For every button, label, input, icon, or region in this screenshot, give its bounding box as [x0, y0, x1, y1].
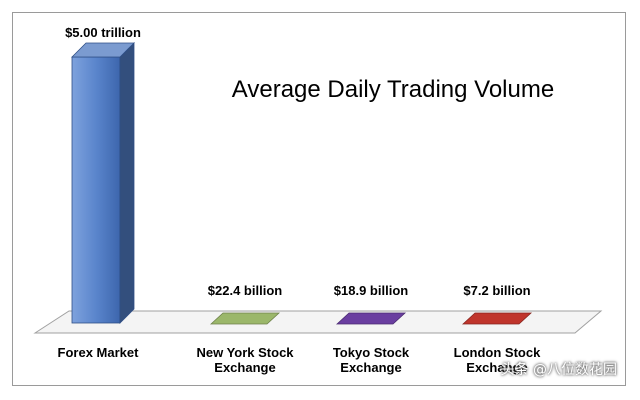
bar-top	[71, 42, 135, 58]
bar	[71, 42, 135, 324]
data-label: $18.9 billion	[334, 283, 408, 298]
data-label: $22.4 billion	[208, 283, 282, 298]
data-label: $7.2 billion	[463, 283, 530, 298]
chart-frame: $5.00 trillion Forex Market $22.4 billion N…	[12, 12, 626, 386]
bar	[461, 312, 533, 325]
bar-side	[119, 42, 135, 324]
category-label: New York Stock	[196, 345, 294, 360]
data-label: $5.00 trillion	[65, 25, 141, 40]
category-label: Exchange	[214, 360, 275, 375]
bar-flat	[335, 312, 407, 325]
category-label: Forex Market	[58, 345, 140, 360]
watermark: 头条 @八位数花园	[500, 362, 617, 378]
bar-chart: $5.00 trillion Forex Market $22.4 billion N…	[33, 25, 603, 375]
category-label: Exchange	[466, 360, 527, 375]
bar	[335, 312, 407, 325]
bar-flat	[461, 312, 533, 325]
bar	[209, 312, 281, 325]
category-label: London Stock	[454, 345, 541, 360]
bar-front	[71, 56, 121, 324]
chart-title: Average Daily Trading Volume	[232, 76, 554, 103]
category-label: Exchange	[340, 360, 401, 375]
bar-flat	[209, 312, 281, 325]
chart-floor	[33, 310, 603, 334]
category-label: Tokyo Stock	[333, 345, 410, 360]
